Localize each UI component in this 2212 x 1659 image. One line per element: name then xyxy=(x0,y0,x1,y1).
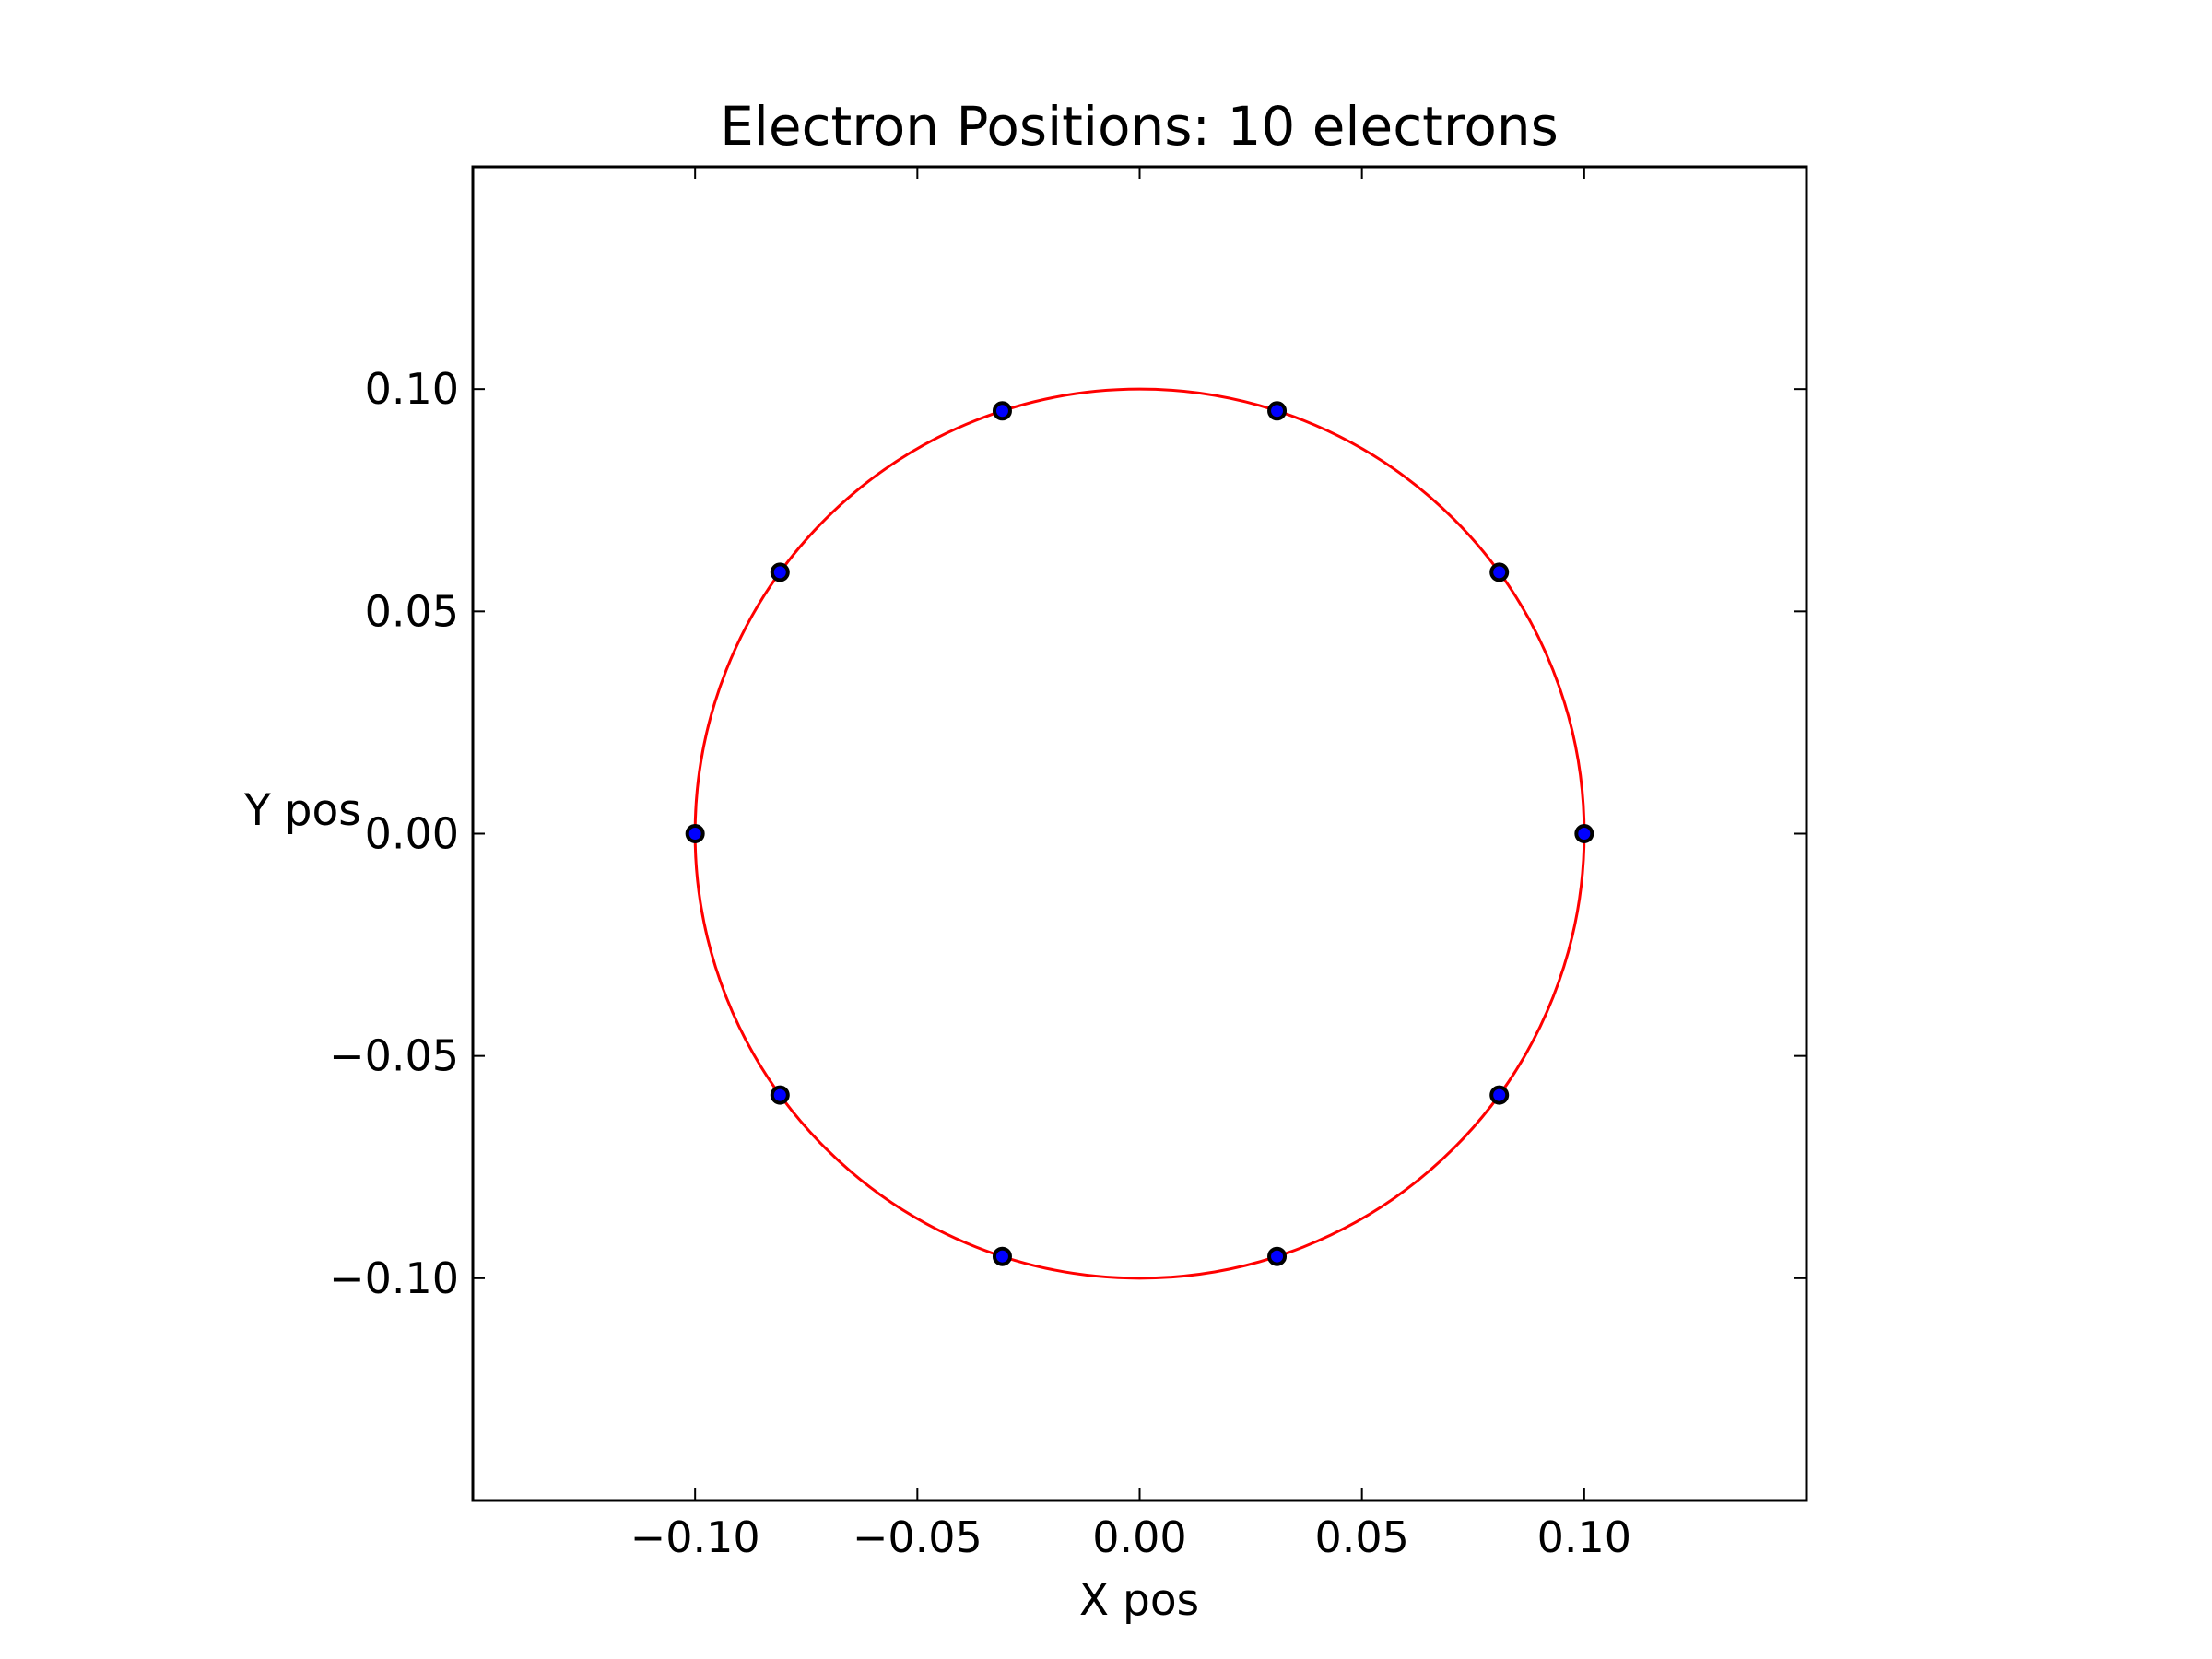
x-tick-label: −0.10 xyxy=(630,1512,760,1562)
electron-point xyxy=(992,1246,1012,1266)
y-tick-label: −0.10 xyxy=(329,1253,459,1303)
electron-point xyxy=(1489,562,1510,582)
electron-point xyxy=(1267,1246,1288,1266)
x-axis-label: X pos xyxy=(1079,1575,1199,1626)
y-tick-label: 0.00 xyxy=(365,809,459,859)
electron-point xyxy=(992,401,1012,421)
y-tick-label: −0.05 xyxy=(329,1031,459,1081)
chart-title: Electron Positions: 10 electrons xyxy=(720,95,1559,158)
y-tick-label: 0.10 xyxy=(365,364,459,414)
ticks-layer: −0.10 −0.05 0.00 0.05 0.10 −0.10 −0.05 0.00 0.05… xyxy=(329,167,1806,1562)
electron-point xyxy=(770,562,790,582)
electron-point xyxy=(1489,1085,1510,1105)
x-tick-label: 0.00 xyxy=(1092,1512,1186,1562)
electron-point xyxy=(1267,401,1288,421)
x-tick-label: 0.05 xyxy=(1314,1512,1408,1562)
x-tick-label: 0.10 xyxy=(1537,1512,1631,1562)
y-axis-label: Y pos xyxy=(243,785,361,836)
plot-layer xyxy=(685,387,1594,1280)
x-tick-label: −0.05 xyxy=(853,1512,982,1562)
y-tick-label: 0.05 xyxy=(365,586,459,636)
electron-point xyxy=(1574,824,1594,843)
electron-point xyxy=(685,824,705,843)
electron-point xyxy=(770,1085,790,1105)
